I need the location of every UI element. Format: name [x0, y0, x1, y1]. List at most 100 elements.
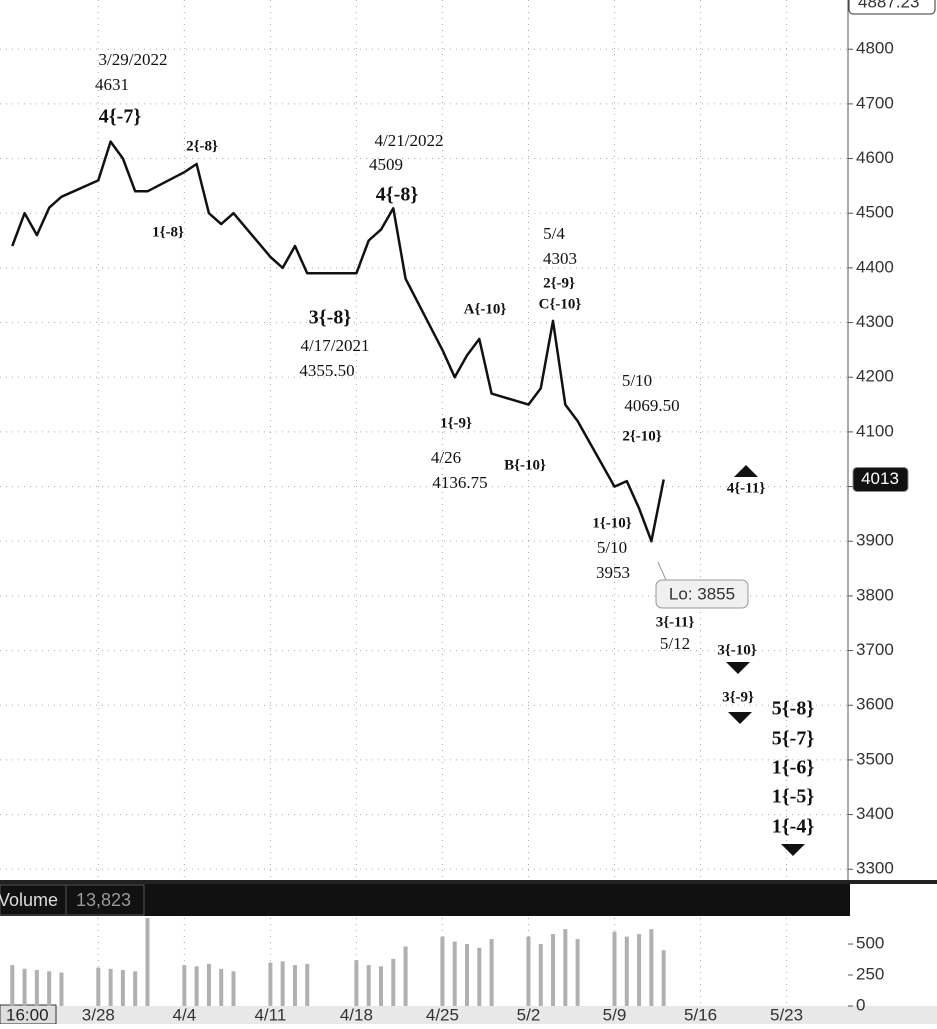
- annotation: 3{-9}: [722, 689, 754, 705]
- annotation: 2{-9}: [543, 275, 575, 291]
- time-axis: [0, 1006, 937, 1024]
- annotation: 4509: [369, 155, 403, 174]
- volume-bar: [182, 965, 187, 1006]
- annotation: 4{-7}: [99, 106, 142, 128]
- down-triangle: [728, 712, 752, 724]
- y-tick-label: 4200: [856, 367, 894, 386]
- markers: [726, 465, 805, 856]
- volume-bar: [526, 936, 531, 1006]
- y-tick-label: 3900: [856, 531, 894, 550]
- annotation: 1{-4}: [772, 816, 815, 838]
- annotation: 5/10: [597, 538, 627, 557]
- plot-area: [0, 0, 848, 880]
- annotation: 5{-8}: [772, 698, 815, 720]
- annotation: 5/12: [660, 634, 690, 653]
- volume-tag: [0, 884, 67, 916]
- y-tick-label: 3600: [856, 695, 894, 714]
- volume-bar: [649, 929, 654, 1006]
- x-tick-label: 5/2: [517, 1005, 541, 1024]
- volume-value-tag: [65, 884, 145, 916]
- volume-bar: [551, 934, 556, 1006]
- y-tick-label: 4300: [856, 312, 894, 331]
- volume-bar: [452, 941, 457, 1006]
- up-triangle: [734, 465, 758, 477]
- last-price-label: 4013: [861, 469, 899, 488]
- volume-bar: [47, 971, 52, 1006]
- annotation: 4{-8}: [376, 184, 419, 206]
- volume-tick-label: 250: [856, 964, 884, 983]
- x-tick-label: 4/25: [426, 1005, 459, 1024]
- volume-bar: [96, 967, 101, 1006]
- annotation: 3{-11}: [656, 614, 695, 630]
- x-tick-label: 5/9: [603, 1005, 627, 1024]
- volume-bar: [133, 971, 138, 1006]
- volume-label: Volume: [0, 890, 58, 910]
- volume-bar: [34, 970, 39, 1006]
- volume-bar: [206, 963, 211, 1006]
- volume-bar: [575, 939, 580, 1006]
- annotation: 1{-8}: [152, 224, 184, 240]
- annotation: 1{-5}: [772, 786, 815, 808]
- volume-bar: [637, 934, 642, 1006]
- annotation: 5/10: [622, 371, 652, 390]
- annotation: 3{-8}: [309, 307, 352, 329]
- volume-bar: [280, 961, 285, 1006]
- volume-bar: [661, 950, 666, 1006]
- volume-bar: [612, 931, 617, 1006]
- volume-bar: [219, 968, 224, 1006]
- volume-bar: [477, 947, 482, 1006]
- volume-bar: [305, 963, 310, 1006]
- annotation: A{-10}: [464, 301, 507, 317]
- volume-bar: [22, 968, 27, 1006]
- volume-bar: [354, 960, 359, 1006]
- annotation: B{-10}: [504, 457, 546, 473]
- volume-bar: [268, 962, 273, 1006]
- volume-bar: [10, 965, 15, 1006]
- y-tick-label: 3400: [856, 804, 894, 823]
- low-callout-box: [655, 579, 749, 609]
- low-callout: Lo: 3855: [669, 584, 735, 603]
- y-tick-label: 4700: [856, 93, 894, 112]
- last-price-tag: [852, 466, 909, 492]
- y-tick-label: 3800: [856, 585, 894, 604]
- annotation: 4/17/2021: [301, 336, 370, 355]
- annotation: 4{-11}: [727, 480, 766, 496]
- price-line: [11, 140, 665, 543]
- x-tick-label: 4/4: [173, 1005, 197, 1024]
- down-triangle: [726, 662, 750, 674]
- y-tick-label: 4400: [856, 257, 894, 276]
- annotation: 5{-7}: [772, 728, 815, 750]
- volume-value: 13,823: [76, 890, 131, 910]
- annotation: 1{-10}: [592, 515, 631, 531]
- annotations: 3/29/2022 4631 4{-7} 2{-8} 1{-8} 4/21/20…: [95, 50, 814, 838]
- volume-tick-label: 500: [856, 934, 884, 953]
- volume-bar: [403, 946, 408, 1006]
- volume-bar: [489, 939, 494, 1006]
- annotation: 4069.50: [624, 396, 679, 415]
- y-tick-label: 3700: [856, 640, 894, 659]
- volume-bar: [391, 958, 396, 1006]
- annotation: 4/21/2022: [375, 131, 444, 150]
- volume-bar: [378, 966, 383, 1006]
- y-tick-label: 3300: [856, 859, 894, 878]
- y-tick-label: 4600: [856, 148, 894, 167]
- down-triangle: [781, 844, 805, 856]
- annotation: 3953: [596, 563, 630, 582]
- volume-bar: [120, 970, 125, 1006]
- annotation: 5/4: [543, 224, 565, 243]
- volume-bar: [145, 918, 150, 1006]
- annotation: 3{-10}: [717, 642, 756, 658]
- y-tick-label: 4800: [856, 39, 894, 58]
- annotation: 1{-9}: [440, 415, 472, 431]
- volume-bar: [59, 972, 64, 1006]
- volume-tick-label: 0: [856, 995, 865, 1014]
- annotation: 1{-6}: [772, 757, 815, 779]
- volume-bar: [563, 929, 568, 1006]
- grid: [0, 0, 848, 1006]
- volume-bar: [366, 965, 371, 1006]
- volume-bar: [108, 968, 113, 1006]
- annotation: 3/29/2022: [99, 50, 168, 69]
- volume-bar: [440, 936, 445, 1006]
